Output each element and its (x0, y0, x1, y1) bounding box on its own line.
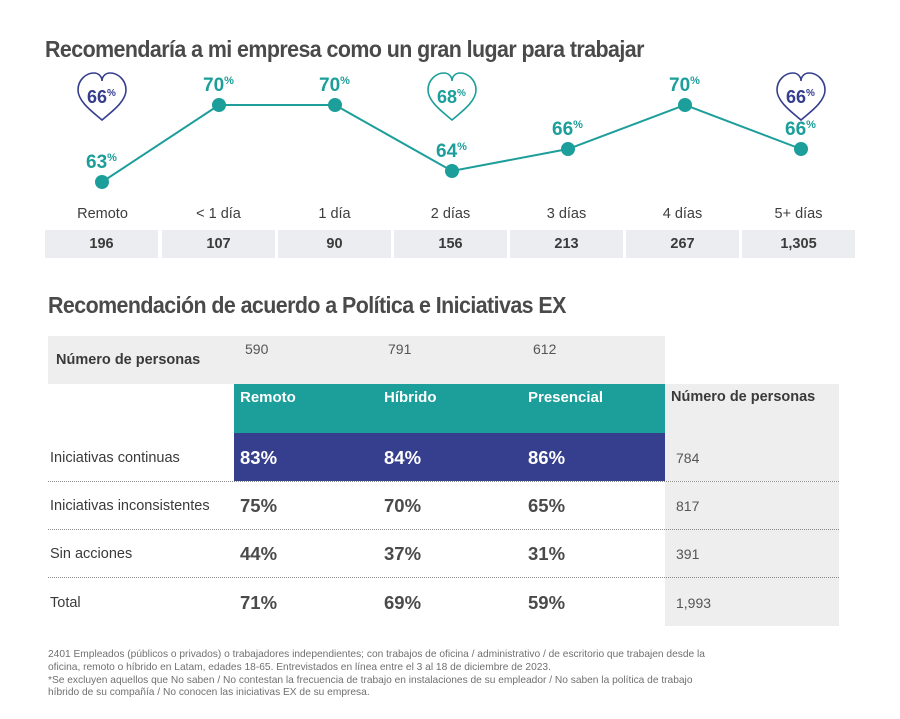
table-title: Recomendación de acuerdo a Política e In… (48, 292, 566, 318)
top-count-remoto: 590 (245, 341, 269, 357)
table-cell: 83% (240, 447, 278, 468)
category-label: 2 días (430, 206, 471, 222)
data-point (678, 98, 692, 112)
count-cell: 817 (676, 498, 700, 514)
table-cell: 69% (384, 592, 422, 613)
top-count-hibrido: 791 (388, 341, 412, 357)
table-cell: 37% (384, 543, 422, 564)
right-column-header: Número de personas (671, 389, 816, 405)
table-cell: 44% (240, 543, 278, 564)
category-label: 1 día (318, 206, 351, 222)
highlight-row-band (234, 433, 665, 481)
row-divider (48, 577, 839, 578)
data-label: 70% (319, 75, 350, 96)
row-label: Iniciativas inconsistentes (50, 498, 210, 514)
table-cell: 75% (240, 495, 278, 516)
table-cell: 71% (240, 592, 278, 613)
category-label: 5+ días (774, 206, 823, 222)
top-count-presencial: 612 (533, 341, 557, 357)
data-label: 66% (552, 119, 583, 140)
sample-size-cell: 90 (278, 230, 391, 258)
row-label: Total (50, 595, 81, 611)
count-cell: 784 (676, 450, 700, 466)
category-label: < 1 día (196, 206, 241, 222)
table-cell: 70% (384, 495, 422, 516)
line-chart: 63% 70% 70% 64% 66% 70% 66% 66% 68% 66% (77, 72, 826, 189)
table-cell: 86% (528, 447, 566, 468)
row-divider (48, 529, 839, 530)
category-label: 4 días (662, 206, 703, 222)
count-cell-bg (665, 433, 839, 481)
data-label: 66% (785, 119, 816, 140)
group-average-label: 66% (786, 87, 815, 107)
footnote-line: híbrido de su compañía / No conocen las … (48, 687, 370, 699)
data-label: 63% (86, 152, 117, 173)
footnote-line: *Se excluyen aquellos que No saben / No … (48, 674, 693, 686)
chart-title: Recomendaría a mi empresa como un gran l… (45, 36, 644, 62)
data-point (445, 164, 459, 178)
row-label: Sin acciones (50, 546, 133, 562)
data-label: 70% (669, 75, 700, 96)
column-header-hibrido: Híbrido (384, 389, 437, 406)
group-average-label: 68% (437, 87, 466, 107)
footnote-line: 2401 Empleados (públicos o privados) o t… (48, 649, 705, 660)
sample-size-cell: 107 (162, 230, 275, 258)
count-cell-bg (665, 578, 839, 626)
row-divider (48, 481, 839, 482)
sample-size-cell: 267 (626, 230, 739, 258)
data-point (328, 98, 342, 112)
top-count-band (48, 336, 665, 384)
footnote-line: oficina, remoto o híbrido en Latam, edad… (48, 661, 551, 673)
data-point (794, 142, 808, 156)
table-cell: 65% (528, 495, 566, 516)
heart-icon (77, 72, 127, 122)
group-average-label: 66% (87, 87, 116, 107)
data-label: 64% (436, 141, 467, 162)
column-header-remoto: Remoto (240, 389, 296, 406)
sample-size-row: 196 107 90 156 213 267 1,305 (45, 230, 857, 258)
data-label: 70% (203, 75, 234, 96)
footnote: 2401 Empleados (públicos o privados) o t… (48, 649, 838, 700)
count-cell: 1,993 (676, 595, 712, 611)
column-header-band (234, 384, 665, 433)
column-header-presencial: Presencial (528, 389, 604, 406)
count-cell: 391 (676, 546, 700, 562)
category-labels: Remoto < 1 día 1 día 2 días 3 días 4 día… (45, 206, 857, 226)
data-point (212, 98, 226, 112)
count-cell-bg (665, 482, 839, 530)
right-header-band (665, 384, 839, 433)
sample-size-cell: 1,305 (742, 230, 855, 258)
heart-icon (427, 72, 477, 122)
row-label: Iniciativas continuas (50, 450, 180, 466)
category-label: Remoto (77, 206, 128, 222)
category-label: 3 días (546, 206, 587, 222)
data-point (561, 142, 575, 156)
table-cell: 84% (384, 447, 422, 468)
table-cell: 59% (528, 592, 566, 613)
count-cell-bg (665, 530, 839, 578)
sample-size-cell: 156 (394, 230, 507, 258)
sample-size-cell: 196 (45, 230, 158, 258)
table-cell: 31% (528, 543, 566, 564)
heart-icon (776, 72, 826, 122)
data-point (95, 175, 109, 189)
top-count-label: Número de personas (56, 352, 201, 368)
sample-size-cell: 213 (510, 230, 623, 258)
